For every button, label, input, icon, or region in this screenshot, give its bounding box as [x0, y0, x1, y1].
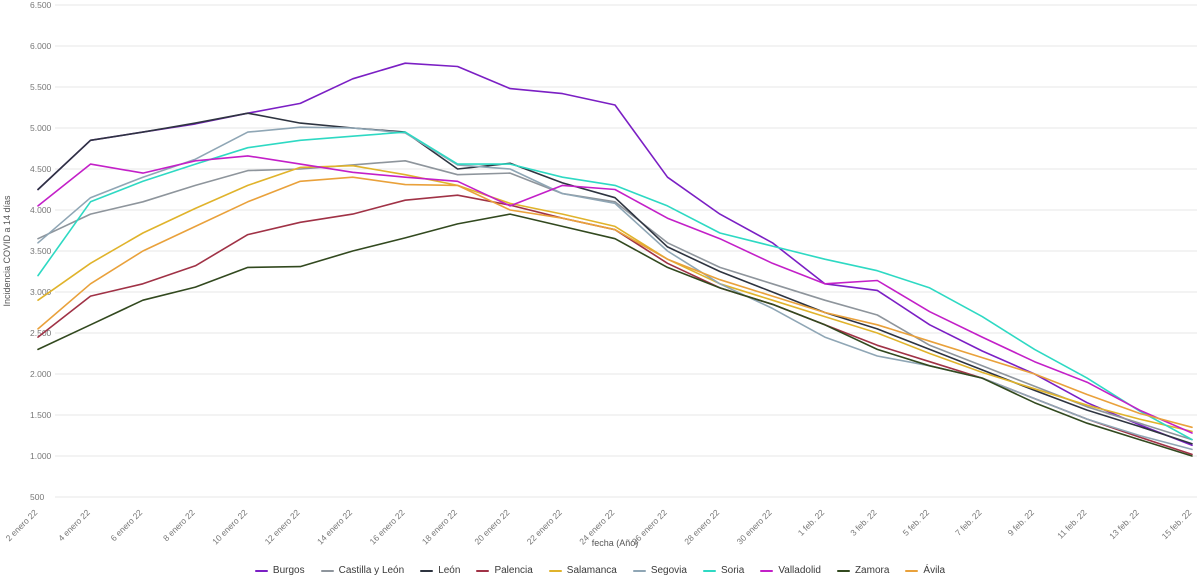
- legend-swatch: [254, 570, 268, 572]
- legend-item-castilla-y-león[interactable]: Castilla y León: [320, 565, 405, 576]
- x-tick-label: 9 feb. 22: [1006, 507, 1037, 538]
- legend-item-salamanca[interactable]: Salamanca: [548, 565, 617, 576]
- series-line-valladolid: [37, 155, 1193, 434]
- y-tick-label: 1.000: [30, 451, 52, 461]
- legend-label: León: [438, 565, 461, 576]
- legend-label: Soria: [720, 565, 745, 576]
- legend-label: Segovia: [650, 565, 687, 576]
- legend-item-valladolid[interactable]: Valladolid: [760, 566, 821, 576]
- y-tick-label: 6.500: [30, 0, 52, 10]
- legend-item-segovia[interactable]: Segovia: [632, 565, 687, 576]
- y-tick-label: 2.000: [30, 369, 52, 379]
- x-tick-label: 6 enero 22: [109, 507, 145, 543]
- legend-swatch: [320, 570, 334, 572]
- series-line-león: [37, 112, 1193, 445]
- x-tick-label: 11 feb. 22: [1055, 507, 1089, 541]
- legend-swatch: [420, 570, 434, 572]
- x-tick-label: 3 feb. 22: [848, 507, 879, 538]
- y-axis-title: Incidencia COVID a 14 días: [2, 195, 12, 307]
- y-tick-label: 4.500: [30, 164, 52, 174]
- x-tick-label: 12 enero 22: [263, 507, 302, 546]
- y-tick-label: 6.000: [30, 41, 52, 51]
- legend-swatch: [760, 570, 774, 572]
- series-line-soria: [37, 131, 1193, 441]
- x-tick-label: 22 enero 22: [525, 507, 564, 546]
- x-tick-label: 13 feb. 22: [1107, 507, 1141, 541]
- y-tick-label: 500: [30, 492, 44, 502]
- legend-label: Zamora: [854, 565, 890, 576]
- x-tick-label: 7 feb. 22: [953, 507, 984, 538]
- legend-label: Burgos: [272, 565, 305, 576]
- x-tick-label: 2 enero 22: [4, 507, 40, 543]
- line-chart[interactable]: 6.500 6.000 5.500 5.000 4.500 4.000 3.500 3.000…: [0, 0, 1200, 552]
- legend-label: Valladolid: [778, 565, 821, 576]
- x-tick-label: 10 enero 22: [210, 507, 249, 546]
- x-tick-label: 1 feb. 22: [796, 507, 827, 538]
- legend-swatch: [836, 570, 850, 572]
- legend-item-burgos[interactable]: Burgos: [254, 565, 305, 576]
- x-tick-label: 18 enero 22: [420, 507, 459, 546]
- x-tick-label: 28 enero 22: [682, 507, 721, 546]
- legend-item-león[interactable]: León: [420, 566, 460, 576]
- series-line-zamora: [37, 213, 1193, 457]
- series-line-palencia: [37, 194, 1193, 456]
- series-line-ávila: [37, 176, 1193, 429]
- x-tick-label: 8 enero 22: [161, 507, 197, 543]
- legend-swatch: [632, 570, 646, 572]
- series-line-salamanca: [37, 164, 1193, 433]
- legend-item-palencia[interactable]: Palencia: [476, 565, 533, 576]
- legend-item-soria[interactable]: Soria: [702, 565, 745, 576]
- series-line-segovia: [37, 126, 1193, 451]
- legend-swatch: [476, 570, 490, 572]
- legend-label: Castilla y León: [338, 565, 405, 576]
- x-tick-label: 16 enero 22: [367, 507, 406, 546]
- legend-swatch: [702, 570, 716, 572]
- y-tick-label: 3.000: [30, 287, 52, 297]
- legend-label: Salamanca: [566, 565, 617, 576]
- x-tick-label: 20 enero 22: [472, 507, 511, 546]
- x-axis-title: fecha (Año): [592, 538, 639, 548]
- y-tick-label: 1.500: [30, 410, 52, 420]
- x-tick-label: 14 enero 22: [315, 507, 354, 546]
- legend: Burgos Castilla y León León Palencia Salaman…: [0, 562, 1200, 580]
- series-line-castilla-y-león: [37, 160, 1193, 441]
- y-tick-label: 3.500: [30, 246, 52, 256]
- x-tick-label: 4 enero 22: [56, 507, 92, 543]
- legend-swatch: [548, 570, 562, 572]
- legend-label: Ávila: [923, 565, 946, 576]
- x-tick-label: 15 feb. 22: [1160, 507, 1194, 541]
- y-tick-label: 5.000: [30, 123, 52, 133]
- legend-label: Palencia: [494, 565, 533, 576]
- y-tick-label: 5.500: [30, 82, 52, 92]
- y-tick-label: 4.000: [30, 205, 52, 215]
- x-tick-label: 30 enero 22: [735, 507, 774, 546]
- y-tick-label: 2.500: [30, 328, 52, 338]
- x-tick-label: 5 feb. 22: [901, 507, 932, 538]
- legend-item-ávila[interactable]: Ávila: [905, 566, 945, 576]
- legend-swatch: [905, 570, 919, 572]
- legend-item-zamora[interactable]: Zamora: [836, 565, 890, 576]
